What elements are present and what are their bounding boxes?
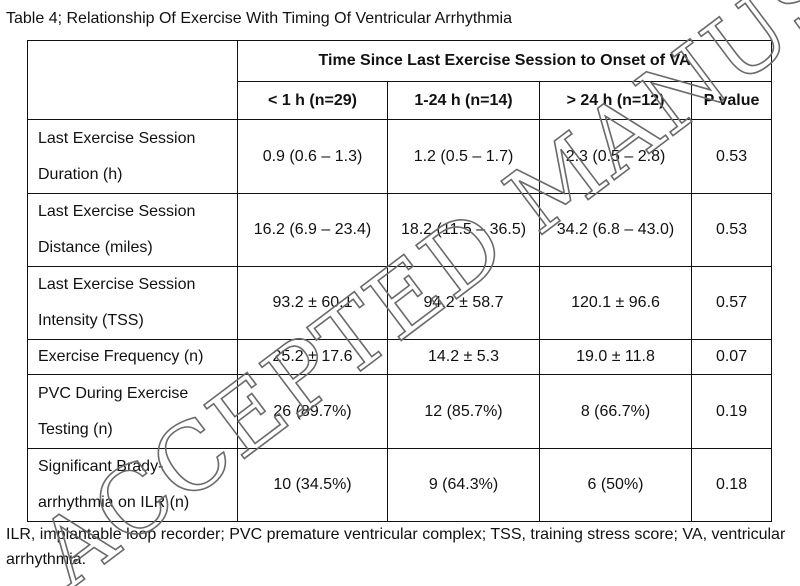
p-value-cell: 0.57 (690, 266, 773, 340)
table-cell: 34.2 (6.8 – 43.0) (539, 193, 692, 267)
table-cell: 120.1 ± 96.6 (539, 266, 692, 340)
column-header: > 24 h (n=12) (539, 81, 692, 120)
table-cell: 14.2 ± 5.3 (387, 339, 540, 375)
table-cell: 25.2 ± 17.6 (237, 339, 388, 375)
p-value-cell: 0.53 (690, 193, 773, 267)
table-cell: 2.3 (0.5 – 2.8) (539, 119, 692, 194)
column-header-row: < 1 h (n=29) 1-24 h (n=14) > 24 h (n=12)… (28, 81, 773, 120)
table-cell: 10 (34.5%) (237, 448, 388, 522)
row-label: Last Exercise Session Intensity (TSS) (27, 266, 238, 340)
corner-cell (27, 40, 238, 120)
p-value-cell: 0.07 (690, 339, 773, 375)
table-cell: 94.2 ± 58.7 (387, 266, 540, 340)
table-row: Exercise Frequency (n) 25.2 ± 17.6 14.2 … (27, 339, 773, 375)
row-label: Last Exercise Session Distance (miles) (27, 193, 238, 267)
table-cell: 93.2 ± 60.1 (237, 266, 388, 340)
row-label: Significant Brady-arrhythmia on ILR (n) (27, 448, 238, 522)
table-cell: 0.9 (0.6 – 1.3) (237, 119, 388, 194)
table-row: Last Exercise Session Distance (miles) 1… (27, 193, 773, 267)
table-row: Significant Brady-arrhythmia on ILR (n) … (27, 448, 773, 522)
group-header-row: Time Since Last Exercise Session to Onse… (27, 40, 773, 120)
table-cell: 16.2 (6.9 – 23.4) (237, 193, 388, 267)
row-label: Exercise Frequency (n) (27, 339, 238, 375)
table-cell: 9 (64.3%) (387, 448, 540, 522)
column-header: 1-24 h (n=14) (387, 81, 540, 120)
p-value-cell: 0.18 (690, 448, 773, 522)
table-row: PVC During Exercise Testing (n) 26 (89.7… (27, 374, 773, 449)
p-value-cell: 0.19 (690, 374, 773, 449)
table-cell: 6 (50%) (539, 448, 692, 522)
table-cell: 1.2 (0.5 – 1.7) (387, 119, 540, 194)
table-cell: 18.2 (11.5 – 36.5) (387, 193, 540, 267)
column-header: < 1 h (n=29) (237, 81, 388, 120)
row-label: Last Exercise Session Duration (h) (27, 119, 238, 194)
table-cell: 8 (66.7%) (539, 374, 692, 449)
table-row: Last Exercise Session Intensity (TSS) 93… (27, 266, 773, 340)
table-footnote: ILR, implantable loop recorder; PVC prem… (6, 526, 786, 568)
column-header: P value (690, 81, 773, 120)
table-row: Last Exercise Session Duration (h) 0.9 (… (27, 119, 773, 194)
p-value-cell: 0.53 (690, 119, 773, 194)
table-cell: 12 (85.7%) (387, 374, 540, 449)
row-label: PVC During Exercise Testing (n) (27, 374, 238, 449)
table-cell: 19.0 ± 11.8 (539, 339, 692, 375)
table-caption: Table 4; Relationship Of Exercise With T… (6, 10, 512, 27)
group-header: Time Since Last Exercise Session to Onse… (236, 40, 773, 82)
table-cell: 26 (89.7%) (237, 374, 388, 449)
results-table: Time Since Last Exercise Session to Onse… (27, 40, 773, 522)
